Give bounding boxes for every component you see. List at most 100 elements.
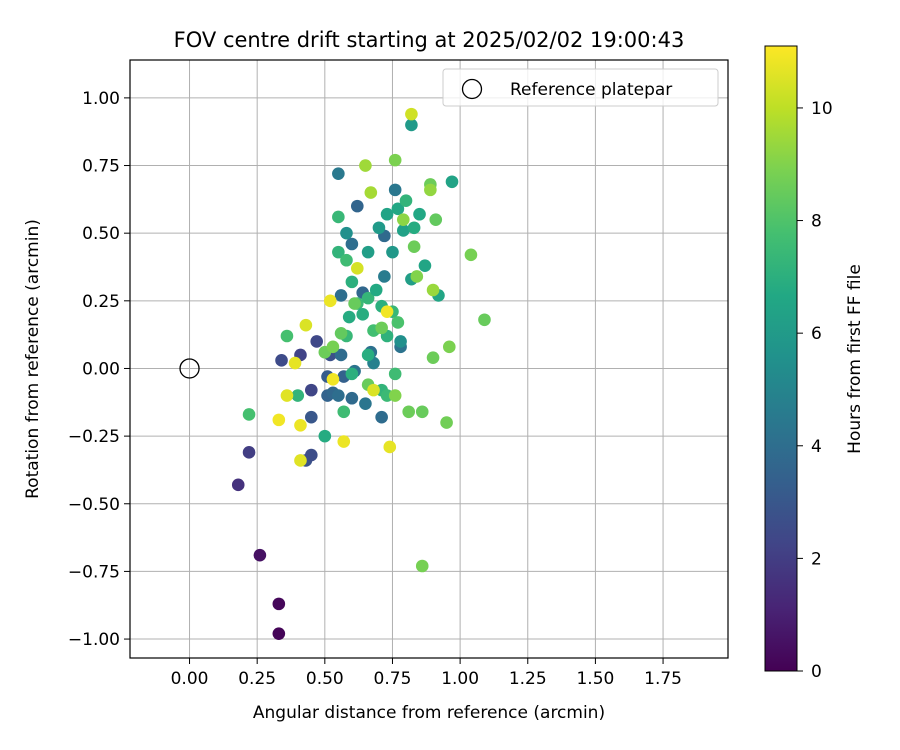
- colorbar-tick-label: 6: [811, 324, 822, 344]
- data-point: [442, 340, 456, 354]
- data-point: [304, 383, 318, 397]
- y-tick-label: −0.25: [68, 427, 120, 447]
- data-point: [369, 283, 383, 297]
- x-tick-label: 1.00: [441, 669, 479, 689]
- colorbar-ticks: 0 2 4 6 8 10: [797, 99, 833, 682]
- data-point: [361, 245, 375, 259]
- data-point: [410, 270, 424, 283]
- data-point: [310, 335, 324, 348]
- data-point: [348, 297, 361, 310]
- data-point: [334, 348, 348, 362]
- x-tick-label: 0.25: [238, 669, 276, 689]
- data-point: [280, 389, 294, 402]
- data-point: [396, 213, 410, 226]
- legend-box: [442, 68, 719, 107]
- data-point: [337, 405, 351, 419]
- data-point: [375, 321, 388, 335]
- data-point: [372, 221, 386, 235]
- data-point: [294, 454, 307, 467]
- data-point: [340, 253, 353, 267]
- data-point: [332, 167, 345, 180]
- data-point: [375, 410, 388, 424]
- data-point: [383, 440, 397, 454]
- data-point: [280, 329, 294, 343]
- chart-title: FOV centre drift starting at 2025/02/02 …: [174, 28, 685, 52]
- y-tick-label: −0.75: [68, 562, 120, 582]
- data-points: [231, 107, 491, 640]
- data-point: [345, 367, 359, 381]
- data-point: [332, 210, 345, 224]
- data-point: [388, 389, 402, 402]
- data-point: [402, 405, 416, 419]
- data-point: [242, 408, 256, 421]
- data-point: [391, 316, 405, 329]
- data-point: [424, 183, 437, 197]
- y-axis-label: Rotation from reference (arcmin): [23, 219, 43, 499]
- data-point: [231, 478, 245, 492]
- data-point: [272, 627, 286, 640]
- y-tick-label: 0.00: [82, 359, 120, 379]
- colorbar-tick-label: 10: [811, 99, 833, 119]
- y-tick-label: −1.00: [68, 630, 120, 650]
- data-point: [367, 383, 380, 397]
- data-point: [304, 448, 318, 462]
- x-tick-label: 0.00: [171, 669, 209, 689]
- data-point: [334, 289, 348, 302]
- data-point: [407, 240, 421, 254]
- data-point: [356, 308, 370, 321]
- data-point: [399, 194, 413, 208]
- data-point: [388, 367, 402, 381]
- data-point: [337, 435, 351, 448]
- data-point: [332, 389, 345, 402]
- data-point: [429, 213, 443, 226]
- legend: Reference platepar: [442, 68, 719, 107]
- data-point: [386, 245, 399, 259]
- grid: [130, 60, 728, 658]
- data-point: [272, 597, 286, 611]
- data-point: [407, 221, 421, 235]
- x-tick-label: 0.50: [306, 669, 344, 689]
- y-tick-label: 1.00: [82, 89, 120, 109]
- data-point: [275, 354, 288, 367]
- data-point: [345, 275, 359, 289]
- colorbar-tick-label: 2: [811, 549, 822, 569]
- data-point: [359, 397, 372, 410]
- data-point: [326, 340, 340, 354]
- data-point: [350, 199, 364, 213]
- data-point: [326, 372, 340, 386]
- data-point: [299, 318, 313, 332]
- data-point: [345, 391, 359, 405]
- data-point: [332, 245, 345, 259]
- y-tick-label: 0.25: [82, 292, 120, 312]
- data-point: [418, 259, 432, 272]
- data-point: [361, 291, 375, 305]
- y-tick-label: −0.50: [68, 495, 120, 515]
- legend-marker-circle-icon: [461, 78, 483, 100]
- data-point: [388, 153, 402, 167]
- x-tick-label: 0.75: [374, 669, 412, 689]
- data-point: [445, 175, 459, 189]
- data-point: [440, 416, 453, 429]
- data-point: [340, 226, 353, 240]
- data-point: [294, 418, 307, 432]
- colorbar-label: Hours from first FF file: [845, 264, 865, 454]
- data-point: [413, 207, 426, 221]
- data-point: [405, 118, 418, 132]
- data-point: [415, 405, 429, 419]
- colorbar-tick-label: 8: [811, 212, 822, 232]
- y-tick-label: 0.50: [82, 224, 120, 244]
- data-point: [342, 310, 356, 324]
- colorbar-tick-label: 4: [811, 437, 822, 457]
- data-point: [464, 248, 478, 262]
- data-point: [380, 207, 394, 221]
- data-point: [318, 429, 332, 443]
- data-point: [415, 559, 429, 573]
- x-tick-label: 1.50: [576, 669, 614, 689]
- legend-label: Reference platepar: [510, 80, 672, 100]
- data-point: [350, 262, 364, 275]
- data-point: [364, 186, 378, 199]
- data-point: [242, 446, 256, 459]
- data-point: [426, 351, 440, 364]
- x-axis-label: Angular distance from reference (arcmin): [253, 703, 605, 723]
- data-point: [378, 270, 391, 283]
